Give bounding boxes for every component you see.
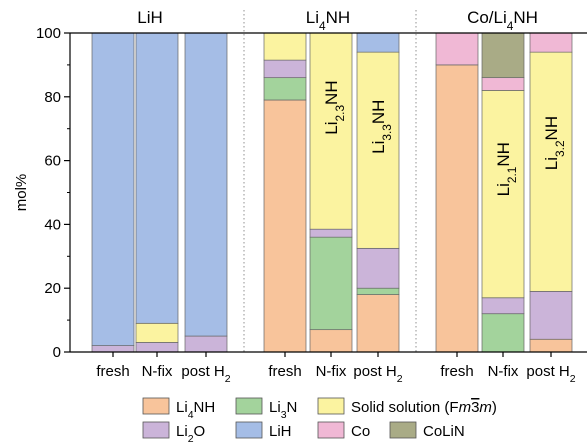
solid-solution-label: Li2.3NH <box>322 80 347 134</box>
legend-swatch-li2o <box>142 421 170 439</box>
solid-solution-label: Li2.1NH <box>494 142 519 196</box>
legend-label: Solid solution (Fm3m) <box>351 399 497 416</box>
bar-segment-li2o <box>356 247 400 289</box>
bar-segment-lih <box>91 32 135 346</box>
solid-solution-label: Li3.3NH <box>369 100 394 154</box>
legend-label: CoLiN <box>423 423 465 440</box>
bar-segment-li4nh <box>309 329 353 353</box>
bar-segment-li2o <box>135 342 179 353</box>
legend-swatch-ss <box>317 397 345 415</box>
bar-segment-ss <box>309 32 353 230</box>
group-title: LiH <box>137 8 163 27</box>
legend-label: Li2O <box>176 423 205 445</box>
bar-segment-li3n <box>481 313 525 353</box>
y-axis-label: mol% <box>13 174 30 212</box>
legend-swatch-lih <box>235 421 263 439</box>
legend: Li4NH Li3N Solid solution (Fm3m) Li2O LiH Co C… <box>142 397 497 445</box>
x-tick-label: post H2 <box>526 363 575 385</box>
legend-label: Li4NH <box>176 399 215 421</box>
bar-segment-li2o <box>529 291 573 340</box>
group-title: Co/Li4NH <box>467 8 538 33</box>
x-tick-label: fresh <box>268 363 301 380</box>
x-tick-label: fresh <box>440 363 473 380</box>
bar-segment-colin <box>481 32 525 79</box>
bar-segment-ss <box>263 32 307 61</box>
y-tick-label: 100 <box>36 25 61 42</box>
bar-segment-ss <box>356 51 400 249</box>
legend-swatch-li4nh <box>142 397 170 415</box>
bar-segment-ss <box>135 322 179 343</box>
bar-segment-li3n <box>263 77 307 101</box>
bar-segment-lih <box>356 32 400 53</box>
group-title: Li4NH <box>306 8 350 33</box>
x-tick-label: N-fix <box>488 363 519 380</box>
legend-label: Co <box>351 423 370 440</box>
y-tick-label: 60 <box>44 153 61 170</box>
bar-segment-li2o <box>263 59 307 79</box>
y-tick-label: 20 <box>44 280 61 297</box>
bar-segment-li2o <box>91 345 135 353</box>
legend-swatch-li3n <box>235 397 263 415</box>
bar-segment-co <box>529 32 573 53</box>
bar-segment-lih <box>184 32 228 337</box>
bars-layer <box>91 32 573 353</box>
bar-segment-li4nh <box>356 294 400 353</box>
bar-segment-co <box>481 77 525 91</box>
legend-swatch-colin <box>389 421 417 439</box>
bar-segment-li3n <box>309 236 353 331</box>
y-tick-label: 0 <box>53 344 61 361</box>
bar-segment-ss <box>481 90 525 299</box>
bar-segment-li2o <box>184 335 228 353</box>
x-tick-label: fresh <box>96 363 129 380</box>
bar-segment-li2o <box>481 297 525 315</box>
axes-layer <box>64 10 587 357</box>
bar-segment-li4nh <box>529 338 573 353</box>
legend-label: LiH <box>269 423 292 440</box>
x-tick-label: post H2 <box>353 363 402 385</box>
legend-swatch-co <box>317 421 345 439</box>
x-tick-label: N-fix <box>316 363 347 380</box>
bar-segment-co <box>435 32 479 66</box>
bar-segment-ss <box>529 51 573 292</box>
legend-label: Li3N <box>269 399 297 421</box>
text-layer: fresh N-fix post H2 LiH fresh N-fix Li2.3NH pos… <box>13 8 576 385</box>
bar-segment-li4nh <box>435 64 479 353</box>
x-tick-label: post H2 <box>181 363 230 385</box>
bar-segment-lih <box>135 32 179 324</box>
solid-solution-label: Li3.2NH <box>542 116 567 170</box>
y-tick-label: 40 <box>44 216 61 233</box>
bar-segment-li4nh <box>263 99 307 353</box>
bar-segment-li2o <box>309 228 353 238</box>
x-tick-label: N-fix <box>142 363 173 380</box>
bar-segment-li3n <box>356 287 400 295</box>
y-tick-label: 80 <box>44 89 61 106</box>
